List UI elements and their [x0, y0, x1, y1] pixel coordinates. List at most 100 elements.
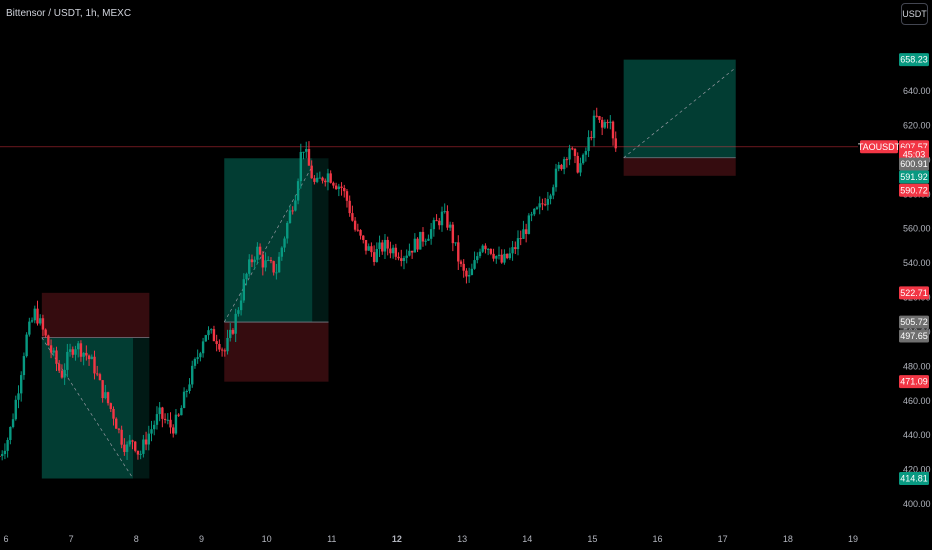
candle-body: [39, 318, 42, 324]
candle-body: [104, 392, 107, 399]
candle-body: [226, 337, 229, 352]
candle-body: [581, 154, 585, 164]
candle-body: [383, 239, 387, 252]
candle-body: [535, 207, 539, 209]
price-tag: [899, 170, 929, 184]
candle-body: [3, 450, 7, 455]
candle-body: [595, 115, 598, 117]
candle-body: [275, 272, 278, 274]
candle-body: [438, 220, 441, 226]
candle-body: [79, 343, 83, 357]
candle-body: [28, 321, 31, 335]
candle-body: [440, 211, 444, 226]
candle-body: [443, 211, 446, 213]
candle-body: [362, 235, 365, 240]
x-tick-label: 11: [327, 534, 336, 544]
candle-body: [286, 223, 289, 239]
candle-body: [294, 200, 297, 211]
candle-body: [172, 427, 175, 434]
candle-body: [11, 419, 15, 427]
currency-button[interactable]: USDT: [901, 3, 928, 25]
y-tick-label: 400.00: [903, 499, 931, 509]
candle-body: [9, 426, 12, 440]
candle-body: [177, 414, 180, 416]
candle-body: [530, 214, 533, 216]
candle-body: [381, 242, 384, 252]
x-tick-label: 19: [848, 534, 858, 544]
candle-body: [253, 259, 256, 263]
candle-body: [584, 151, 588, 155]
price-tag-text: 522.71: [900, 288, 928, 298]
candle-body: [356, 229, 360, 231]
candle-body: [313, 178, 316, 182]
candle-body: [199, 353, 202, 358]
candle-body: [386, 239, 389, 249]
candle-body: [30, 320, 34, 322]
candle-body: [451, 224, 455, 244]
candle-body: [413, 238, 417, 253]
candle-body: [193, 358, 197, 366]
candle-body: [427, 238, 430, 241]
price-tag: [899, 375, 929, 389]
candle-body: [576, 155, 579, 173]
candle-body: [324, 180, 327, 183]
candle-body: [55, 350, 58, 364]
candle-body: [345, 191, 349, 201]
candle-body: [117, 428, 121, 430]
candle-body: [239, 300, 243, 311]
candle-body: [429, 229, 433, 239]
candle-body: [87, 355, 91, 360]
candle-body: [144, 439, 148, 445]
loss-zone-1: [224, 322, 329, 382]
candle-body: [134, 441, 137, 451]
candle-body: [565, 159, 569, 161]
y-tick-label: 540.00: [903, 258, 931, 268]
candle-body: [128, 440, 131, 445]
candle-body: [592, 115, 596, 138]
candle-body: [188, 384, 191, 391]
x-tick-label: 18: [783, 534, 793, 544]
trade-path-0: [41, 337, 134, 479]
candle-body: [495, 256, 498, 259]
candle-body: [22, 356, 26, 376]
candle-body: [321, 177, 324, 181]
price-tag-text: 471.09: [900, 377, 928, 387]
candle-body: [332, 182, 335, 186]
candle-body: [41, 318, 45, 330]
candle-body: [543, 204, 547, 206]
candle-body: [158, 407, 161, 415]
candle-body: [435, 220, 438, 222]
candle-body: [514, 247, 517, 250]
price-tag: [899, 53, 929, 67]
candle-body: [280, 247, 284, 257]
candle-body: [334, 185, 338, 190]
price-tag-text: 607.57: [900, 142, 928, 152]
candle-body: [283, 238, 286, 248]
x-tick-label: 10: [262, 534, 272, 544]
candle-body: [478, 251, 482, 257]
candle-body: [93, 356, 96, 374]
position-zones: [0, 59, 858, 479]
candle-body: [419, 231, 422, 250]
candle-body: [359, 230, 362, 236]
candle-body: [603, 122, 607, 128]
candle-body: [372, 252, 376, 262]
candle-body: [560, 164, 563, 170]
candle-body: [410, 250, 414, 253]
candles: [0, 107, 617, 461]
candle-body: [546, 198, 550, 205]
candle-body: [614, 138, 617, 149]
candle-body: [598, 116, 601, 120]
candle-body: [375, 248, 379, 262]
candle-body: [123, 444, 126, 452]
x-tick-label: 6: [3, 534, 8, 544]
candle-body: [497, 254, 501, 257]
price-tag: [899, 286, 929, 300]
candle-body: [315, 177, 319, 182]
candle-body: [329, 173, 332, 183]
candle-body: [242, 279, 246, 301]
candle-body: [562, 159, 566, 170]
candle-body: [258, 246, 262, 255]
candle-body: [82, 352, 85, 357]
